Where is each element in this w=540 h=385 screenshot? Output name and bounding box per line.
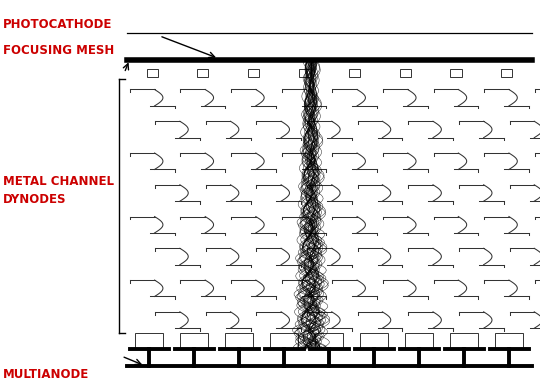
- Text: METAL CHANNEL
DYNODES: METAL CHANNEL DYNODES: [3, 175, 114, 206]
- Bar: [299, 69, 309, 77]
- Bar: [147, 69, 158, 77]
- Bar: [450, 333, 478, 349]
- Bar: [501, 69, 512, 77]
- Bar: [271, 333, 298, 349]
- Bar: [248, 69, 259, 77]
- Bar: [136, 333, 163, 349]
- Bar: [450, 69, 462, 77]
- Text: MULTIANODE: MULTIANODE: [3, 368, 89, 381]
- Bar: [400, 69, 411, 77]
- Bar: [495, 333, 523, 349]
- Text: FOCUSING MESH: FOCUSING MESH: [3, 44, 114, 57]
- Bar: [197, 69, 208, 77]
- Bar: [406, 333, 433, 349]
- Text: PHOTOCATHODE: PHOTOCATHODE: [3, 18, 112, 31]
- Bar: [180, 333, 208, 349]
- Bar: [349, 69, 360, 77]
- Bar: [226, 333, 253, 349]
- Bar: [315, 333, 343, 349]
- Bar: [361, 333, 388, 349]
